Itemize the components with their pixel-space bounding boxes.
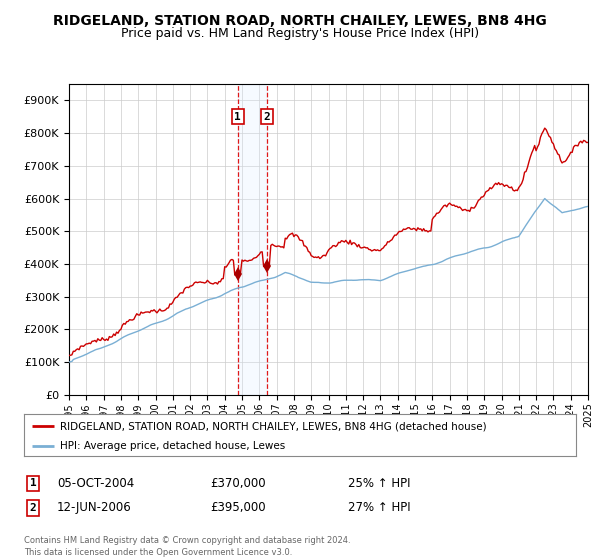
Bar (238, 84, 267, 395)
Text: 05-OCT-2004: 05-OCT-2004 (57, 477, 134, 490)
Text: £395,000: £395,000 (210, 501, 266, 515)
Text: RIDGELAND, STATION ROAD, NORTH CHAILEY, LEWES, BN8 4HG (detached house): RIDGELAND, STATION ROAD, NORTH CHAILEY, … (60, 421, 487, 431)
Text: 2: 2 (263, 111, 270, 122)
Text: 25% ↑ HPI: 25% ↑ HPI (348, 477, 410, 490)
Text: HPI: Average price, detached house, Lewes: HPI: Average price, detached house, Lewe… (60, 441, 285, 451)
Text: Contains HM Land Registry data © Crown copyright and database right 2024.
This d: Contains HM Land Registry data © Crown c… (24, 536, 350, 557)
Text: 2: 2 (29, 503, 37, 513)
Text: 1: 1 (235, 111, 241, 122)
Text: Price paid vs. HM Land Registry's House Price Index (HPI): Price paid vs. HM Land Registry's House … (121, 27, 479, 40)
Text: RIDGELAND, STATION ROAD, NORTH CHAILEY, LEWES, BN8 4HG: RIDGELAND, STATION ROAD, NORTH CHAILEY, … (53, 14, 547, 28)
Text: 12-JUN-2006: 12-JUN-2006 (57, 501, 132, 515)
Text: 27% ↑ HPI: 27% ↑ HPI (348, 501, 410, 515)
Text: £370,000: £370,000 (210, 477, 266, 490)
Text: 1: 1 (29, 478, 37, 488)
